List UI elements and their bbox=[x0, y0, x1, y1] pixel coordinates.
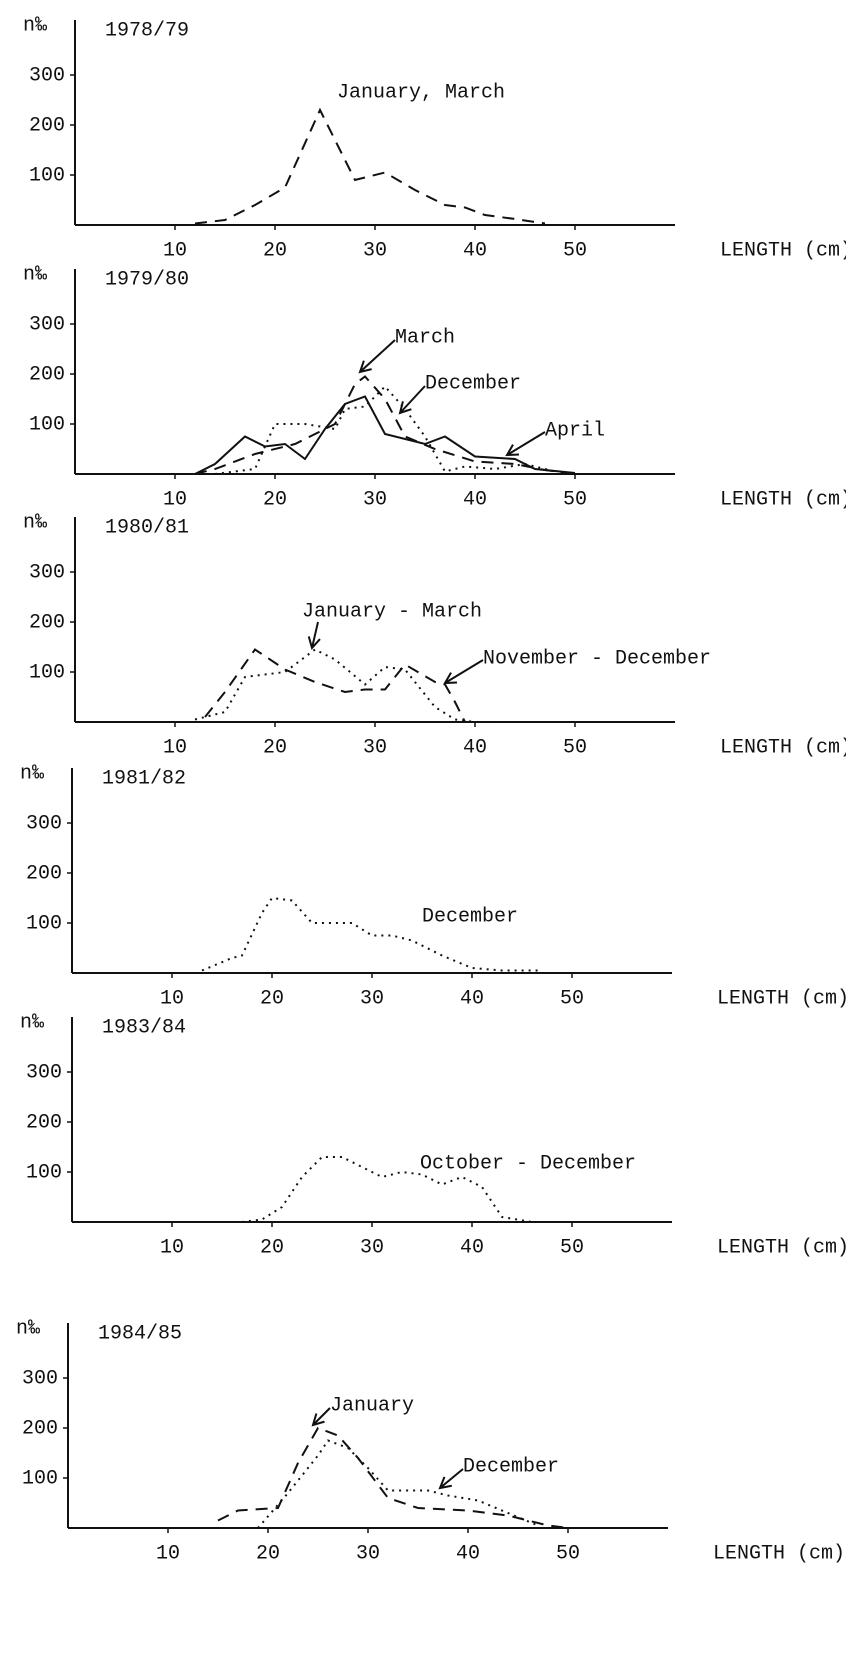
x-tick-label: 50 bbox=[563, 239, 587, 262]
x-tick-label: 20 bbox=[260, 987, 284, 1010]
series-line bbox=[194, 395, 576, 475]
x-tick-label: 30 bbox=[363, 488, 387, 511]
x-tick-label: 40 bbox=[460, 987, 484, 1010]
y-tick-label: 200 bbox=[26, 1111, 62, 1134]
y-axis-label: n‰ bbox=[16, 1317, 40, 1340]
y-tick-label: 100 bbox=[26, 1161, 62, 1184]
annotation-arrow bbox=[398, 385, 426, 415]
x-tick-label: 10 bbox=[163, 488, 187, 511]
y-tick-label: 100 bbox=[26, 912, 62, 935]
series-line bbox=[214, 385, 556, 475]
panel-title: 1980/81 bbox=[105, 516, 189, 539]
x-tick-label: 30 bbox=[360, 1236, 384, 1259]
annotation-arrow bbox=[443, 659, 484, 685]
x-tick-label: 10 bbox=[160, 987, 184, 1010]
x-axis-label: LENGTH (cm) bbox=[720, 239, 846, 262]
panel-title: 1979/80 bbox=[105, 268, 189, 291]
x-tick-label: 30 bbox=[363, 239, 387, 262]
annotation: November - December bbox=[483, 647, 711, 670]
x-tick-label: 10 bbox=[160, 1236, 184, 1259]
panel-title: 1983/84 bbox=[102, 1016, 186, 1039]
x-axis-label: LENGTH (cm) bbox=[713, 1542, 845, 1565]
y-tick-label: 300 bbox=[29, 561, 65, 584]
annotation: December bbox=[463, 1455, 559, 1478]
series-line bbox=[204, 648, 466, 723]
y-tick-label: 100 bbox=[29, 164, 65, 187]
y-axis-label: n‰ bbox=[23, 14, 47, 37]
y-tick-label: 200 bbox=[29, 363, 65, 386]
x-tick-label: 10 bbox=[156, 1542, 180, 1565]
series-line bbox=[194, 648, 495, 723]
annotation: April bbox=[545, 419, 605, 442]
annotation: January, March bbox=[337, 81, 505, 104]
y-tick-label: 200 bbox=[22, 1417, 58, 1440]
y-tick-label: 100 bbox=[29, 413, 65, 436]
panel-title: 1981/82 bbox=[102, 767, 186, 790]
annotation-arrow bbox=[358, 339, 396, 374]
x-tick-label: 20 bbox=[263, 488, 287, 511]
annotation: October - December bbox=[420, 1152, 636, 1175]
x-tick-label: 20 bbox=[256, 1542, 280, 1565]
x-tick-label: 10 bbox=[163, 239, 187, 262]
y-axis-label: n‰ bbox=[20, 1011, 44, 1034]
x-axis-label: LENGTH (cm) bbox=[717, 1236, 846, 1259]
x-tick-label: 50 bbox=[560, 1236, 584, 1259]
x-tick-label: 50 bbox=[563, 736, 587, 759]
y-tick-label: 300 bbox=[29, 313, 65, 336]
y-tick-label: 200 bbox=[29, 611, 65, 634]
x-tick-label: 50 bbox=[563, 488, 587, 511]
y-tick-label: 200 bbox=[26, 862, 62, 885]
series-line bbox=[194, 375, 576, 475]
x-axis-label: LENGTH (cm) bbox=[720, 488, 846, 511]
x-tick-label: 40 bbox=[463, 239, 487, 262]
x-tick-label: 40 bbox=[463, 736, 487, 759]
x-tick-label: 20 bbox=[263, 239, 287, 262]
y-tick-label: 300 bbox=[26, 812, 62, 835]
x-tick-label: 50 bbox=[560, 987, 584, 1010]
annotation: January - March bbox=[302, 600, 482, 623]
y-tick-label: 300 bbox=[22, 1367, 58, 1390]
annotation: December bbox=[422, 905, 518, 928]
x-tick-label: 50 bbox=[556, 1542, 580, 1565]
y-axis-label: n‰ bbox=[23, 511, 47, 534]
x-tick-label: 30 bbox=[363, 736, 387, 759]
annotation-arrow bbox=[505, 431, 546, 457]
annotation: December bbox=[425, 372, 521, 395]
series-line bbox=[194, 107, 546, 225]
x-tick-label: 40 bbox=[456, 1542, 480, 1565]
series-line bbox=[257, 1439, 539, 1529]
annotation-arrow bbox=[311, 1407, 331, 1427]
y-tick-label: 100 bbox=[29, 661, 65, 684]
x-tick-label: 40 bbox=[463, 488, 487, 511]
y-axis-label: n‰ bbox=[20, 762, 44, 785]
x-tick-label: 20 bbox=[260, 1236, 284, 1259]
y-tick-label: 100 bbox=[22, 1467, 58, 1490]
x-axis-label: LENGTH (cm) bbox=[720, 736, 846, 759]
x-tick-label: 10 bbox=[163, 736, 187, 759]
x-tick-label: 40 bbox=[460, 1236, 484, 1259]
y-tick-label: 200 bbox=[29, 114, 65, 137]
x-axis-label: LENGTH (cm) bbox=[717, 987, 846, 1010]
panel-title: 1984/85 bbox=[98, 1322, 182, 1345]
panel-title: 1978/79 bbox=[105, 19, 189, 42]
y-axis-label: n‰ bbox=[23, 263, 47, 286]
y-tick-label: 300 bbox=[26, 1061, 62, 1084]
x-tick-label: 20 bbox=[263, 736, 287, 759]
annotation-arrow bbox=[438, 1468, 464, 1490]
annotation: March bbox=[395, 326, 455, 349]
x-tick-label: 30 bbox=[360, 987, 384, 1010]
annotation-arrow bbox=[307, 621, 321, 651]
annotation: January bbox=[330, 1394, 414, 1417]
y-tick-label: 300 bbox=[29, 64, 65, 87]
x-tick-label: 30 bbox=[356, 1542, 380, 1565]
